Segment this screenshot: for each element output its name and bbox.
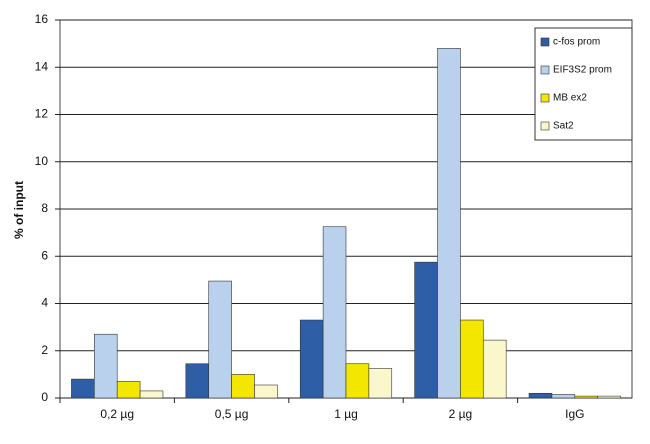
legend-label: c-fos prom	[553, 37, 600, 48]
bar	[94, 333, 118, 399]
bar	[414, 261, 438, 399]
bar	[437, 48, 461, 399]
x-tick-label: IgG	[565, 407, 584, 421]
bar	[139, 390, 164, 399]
y-tick-label: 2	[41, 343, 48, 357]
x-tick-label: 0,2 µg	[100, 407, 134, 421]
legend-box	[534, 27, 633, 141]
bar	[185, 363, 210, 399]
bar	[551, 394, 576, 399]
y-tick-label: 6	[41, 248, 48, 262]
legend-label: MB ex2	[553, 93, 587, 104]
y-tick-label: 4	[41, 296, 48, 310]
bar	[597, 395, 621, 399]
bar	[322, 226, 347, 399]
x-tick-label: 2 µg	[449, 407, 473, 421]
bar	[482, 339, 507, 399]
bar	[71, 378, 95, 399]
y-tick-label: 0	[41, 390, 48, 404]
y-tick-label: 10	[35, 154, 49, 168]
y-tick-label: 14	[35, 59, 49, 73]
bar	[345, 363, 370, 399]
legend-label: EIF3S2 prom	[553, 65, 612, 76]
legend-swatch	[540, 65, 550, 75]
bar	[528, 392, 553, 399]
y-tick-label: 12	[35, 107, 49, 121]
bar	[574, 395, 598, 399]
y-axis-title: % of input	[12, 181, 26, 239]
legend-swatch	[540, 37, 550, 47]
bar	[116, 381, 141, 399]
y-tick-label: 16	[35, 12, 49, 26]
y-tick-label: 8	[41, 201, 48, 215]
x-tick-label: 1 µg	[334, 407, 358, 421]
legend-label: Sat2	[553, 121, 574, 132]
bar	[208, 280, 232, 399]
bar	[368, 368, 393, 399]
bar	[299, 319, 324, 399]
bar	[231, 374, 255, 399]
bar	[460, 319, 484, 399]
x-tick-label: 0,5 µg	[215, 407, 249, 421]
legend-swatch	[540, 93, 550, 103]
bar	[254, 384, 278, 399]
legend-swatch	[540, 121, 550, 131]
